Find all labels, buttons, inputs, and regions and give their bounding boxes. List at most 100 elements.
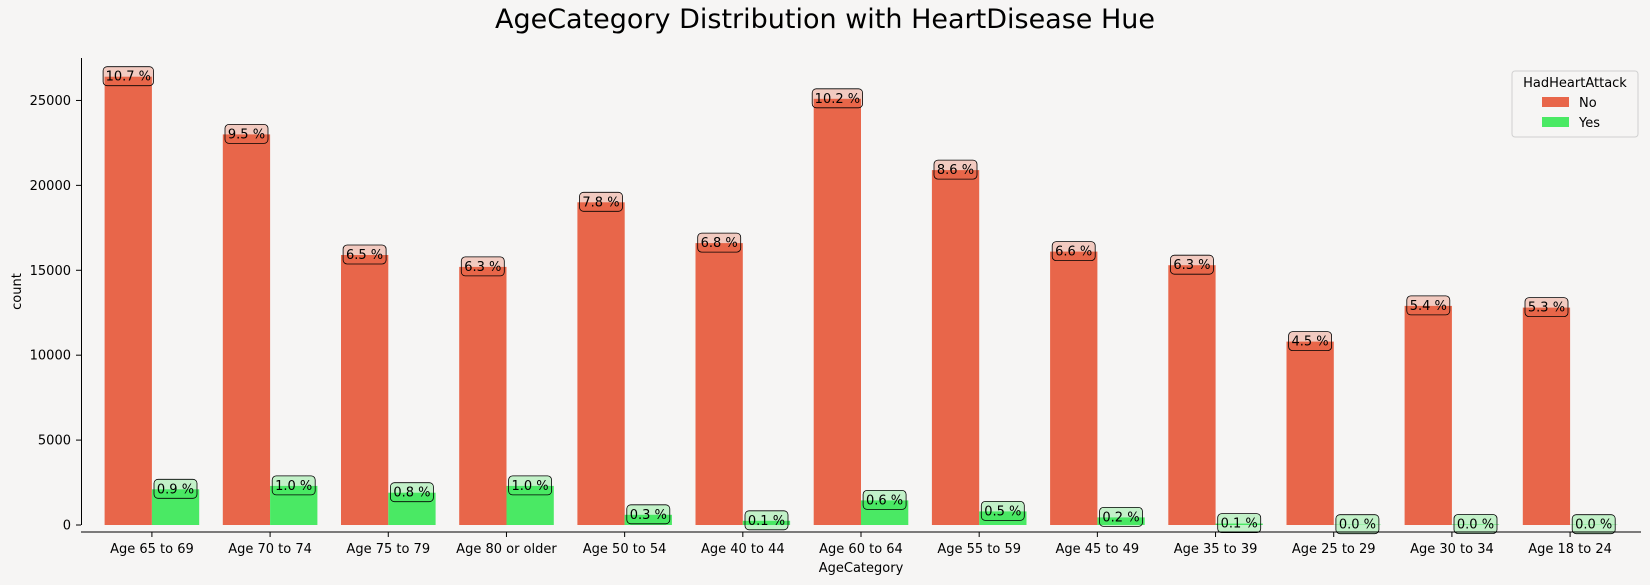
data-label-box <box>697 232 742 253</box>
data-label-box <box>1406 295 1451 316</box>
legend-label-no: No <box>1579 96 1597 111</box>
data-label-box <box>1170 254 1214 275</box>
data-label: 0.0 % <box>1457 518 1494 533</box>
data-label: 0.1 % <box>748 514 785 529</box>
data-label: 0.0 % <box>1575 518 1612 533</box>
bar-yes <box>742 520 791 525</box>
x-tick-label: Age 75 to 79 <box>346 542 430 557</box>
data-label-box <box>508 475 553 496</box>
x-tick-label: Age 60 to 64 <box>819 542 903 557</box>
y-tick-label: 25000 <box>30 94 71 109</box>
data-label: 10.2 % <box>815 92 860 107</box>
bar-no <box>695 243 743 525</box>
bar-yes <box>388 492 436 525</box>
bar-no <box>813 98 861 526</box>
bar-yes <box>861 500 909 525</box>
data-label-box <box>1051 241 1096 262</box>
data-label-box <box>1453 514 1498 534</box>
bar-yes <box>1451 524 1500 525</box>
bar-no <box>1404 305 1452 525</box>
data-label: 0.3 % <box>630 508 667 523</box>
data-label-box <box>389 482 434 503</box>
data-label-box <box>1288 331 1332 352</box>
y-tick-label: 0 <box>63 519 71 534</box>
x-axis-label: AgeCategory <box>819 561 904 576</box>
data-label: 0.0 % <box>1339 518 1376 533</box>
data-label: 0.6 % <box>866 493 903 508</box>
data-label-box <box>579 191 623 212</box>
bar-yes <box>624 514 672 525</box>
data-label: 10.7 % <box>106 70 151 85</box>
bar-no <box>931 170 980 525</box>
legend-title: HadHeartAttack <box>1523 76 1627 91</box>
x-tick-label: Age 55 to 59 <box>937 542 1021 557</box>
bar-no <box>1522 307 1571 525</box>
x-tick-label: Age 40 to 44 <box>701 542 785 557</box>
data-label: 5.3 % <box>1528 301 1565 316</box>
data-label: 6.5 % <box>346 248 383 263</box>
y-tick-label: 5000 <box>38 434 71 449</box>
x-tick-label: Age 18 to 24 <box>1528 542 1612 557</box>
data-label-box <box>933 159 978 180</box>
bar-no <box>459 266 507 525</box>
bar-yes <box>506 485 554 525</box>
x-tick-label: Age 65 to 69 <box>110 542 194 557</box>
data-label: 0.2 % <box>1102 510 1139 525</box>
x-tick-label: Age 25 to 29 <box>1292 542 1376 557</box>
data-label-box <box>460 256 505 277</box>
data-label-box <box>1099 506 1143 527</box>
x-tick-label: Age 45 to 49 <box>1056 542 1140 557</box>
data-label-box <box>811 88 864 109</box>
data-label: 5.4 % <box>1410 299 1447 314</box>
data-label-box <box>271 475 316 496</box>
data-label-box <box>102 66 154 87</box>
data-label-box <box>980 500 1025 521</box>
data-label: 6.3 % <box>464 260 501 275</box>
y-tick-label: 15000 <box>30 264 71 279</box>
bar-yes <box>151 489 200 525</box>
data-label: 6.8 % <box>701 236 738 251</box>
data-label-box <box>224 124 269 144</box>
x-tick-label: Age 80 or older <box>456 542 557 557</box>
bar-no <box>222 134 271 525</box>
data-label: 1.0 % <box>275 479 312 494</box>
bar-no <box>104 76 152 525</box>
y-axis-label: count <box>10 273 25 310</box>
data-label-box <box>744 510 789 531</box>
bar-yes <box>979 511 1027 525</box>
data-label-box <box>153 478 198 499</box>
data-label: 6.6 % <box>1055 245 1092 260</box>
legend-label-yes: Yes <box>1578 116 1600 131</box>
data-label: 4.5 % <box>1292 335 1329 350</box>
data-label: 8.6 % <box>937 163 974 178</box>
data-label-box <box>1524 297 1569 318</box>
data-label-box <box>342 244 387 265</box>
data-label: 0.9 % <box>157 482 194 497</box>
data-label-box <box>1217 513 1262 533</box>
data-label: 0.8 % <box>393 486 430 501</box>
data-label: 7.8 % <box>582 195 619 210</box>
chart-title: AgeCategory Distribution with HeartDisea… <box>494 4 1156 35</box>
bar-no <box>341 255 389 525</box>
y-tick-label: 20000 <box>30 179 71 194</box>
x-tick-label: Age 50 to 54 <box>583 542 667 557</box>
data-label: 6.3 % <box>1173 258 1210 273</box>
legend-swatch-yes <box>1542 117 1569 127</box>
data-label-box <box>1335 514 1380 535</box>
x-tick-label: Age 30 to 34 <box>1410 542 1494 557</box>
x-tick-label: Age 35 to 39 <box>1174 542 1258 557</box>
data-label-box <box>626 504 671 525</box>
y-tick-label: 10000 <box>30 349 71 364</box>
bar-yes <box>1215 523 1263 525</box>
bar-no <box>1168 265 1216 525</box>
data-label: 0.1 % <box>1221 517 1258 532</box>
bar-yes <box>270 485 318 525</box>
bar-no <box>1050 251 1098 525</box>
data-label: 0.5 % <box>984 504 1021 519</box>
data-label-box <box>862 489 907 510</box>
legend-swatch-no <box>1542 97 1569 107</box>
data-label-box <box>1571 514 1616 535</box>
data-label: 9.5 % <box>228 127 265 142</box>
bar-yes <box>1097 517 1145 525</box>
